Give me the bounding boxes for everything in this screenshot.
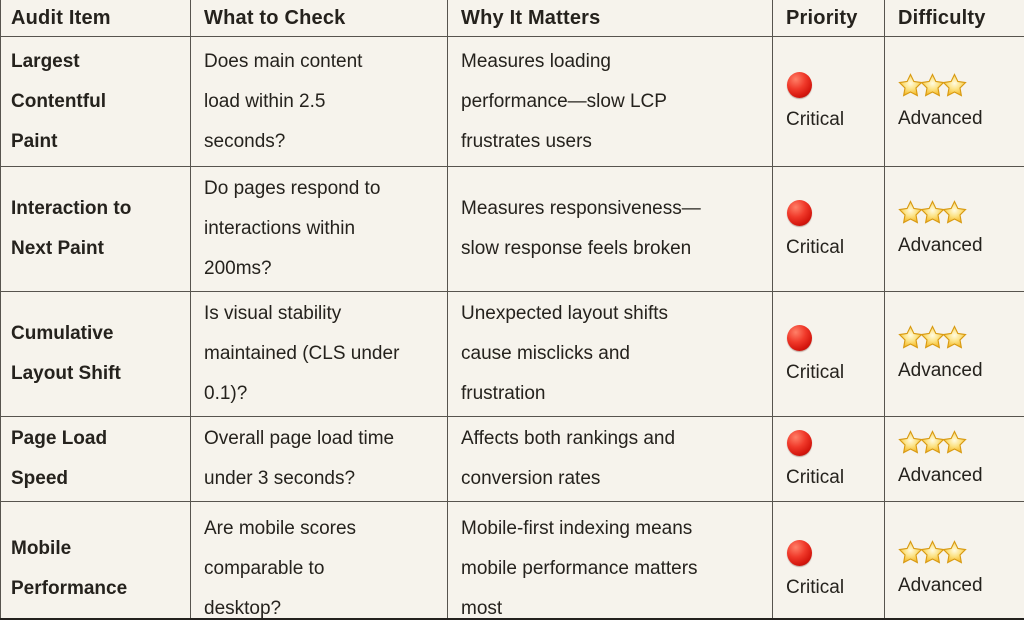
cell-what-to-check: Overall page load time under 3 seconds? bbox=[190, 416, 448, 502]
star-icon bbox=[920, 72, 945, 97]
why-it-matters-text: Affects both rankings and conversion rat… bbox=[461, 428, 676, 489]
cell-why-it-matters: Mobile-first indexing means mobile perfo… bbox=[447, 501, 773, 618]
star-icon bbox=[920, 200, 945, 224]
star-icon bbox=[898, 200, 923, 224]
cell-audit-item: Page Load Speed bbox=[0, 416, 191, 502]
cell-difficulty: Advanced bbox=[884, 291, 1024, 417]
three-stars-rating bbox=[897, 539, 967, 566]
cell-priority: Critical bbox=[772, 166, 885, 292]
star-icon bbox=[898, 540, 923, 564]
star-icon bbox=[898, 325, 923, 349]
difficulty-label: Advanced bbox=[898, 235, 983, 256]
cell-what-to-check: Do pages respond to interactions within … bbox=[190, 166, 448, 292]
difficulty-label: Advanced bbox=[898, 360, 983, 381]
priority-label: Critical bbox=[786, 236, 845, 258]
star-icon bbox=[920, 325, 945, 349]
star-icon bbox=[942, 325, 967, 349]
audit-item-label: Interaction to Next Paint bbox=[11, 198, 132, 259]
why-it-matters-text: Measures loading performance—slow LCP fr… bbox=[461, 50, 667, 152]
cell-what-to-check: Does main content load within 2.5 second… bbox=[190, 36, 448, 167]
table-row: Cumulative Layout Shift Is visual stabil… bbox=[0, 291, 1024, 417]
cell-difficulty: Advanced bbox=[884, 416, 1024, 502]
cell-audit-item: Cumulative Layout Shift bbox=[0, 291, 191, 417]
cell-priority: Critical bbox=[772, 36, 885, 167]
star-icon bbox=[942, 540, 967, 564]
difficulty-label: Advanced bbox=[898, 107, 983, 129]
priority-label: Critical bbox=[786, 361, 845, 383]
column-header-what-to-check: What to Check bbox=[190, 0, 448, 37]
cell-priority: Critical bbox=[772, 501, 885, 618]
why-it-matters-text: Measures responsiveness— slow response f… bbox=[461, 198, 701, 259]
red-circle-icon bbox=[787, 429, 812, 456]
what-to-check-text: Are mobile scores comparable to desktop? bbox=[204, 518, 357, 618]
column-header-priority: Priority bbox=[772, 0, 885, 37]
star-icon bbox=[942, 430, 967, 454]
three-stars-rating bbox=[897, 324, 967, 351]
priority-label: Critical bbox=[786, 466, 845, 488]
cell-priority: Critical bbox=[772, 291, 885, 417]
star-icon bbox=[898, 430, 923, 454]
header-row: Audit Item What to Check Why It Matters … bbox=[0, 0, 1024, 37]
difficulty-label: Advanced bbox=[898, 465, 983, 486]
table-row: Page Load Speed Overall page load time u… bbox=[0, 416, 1024, 502]
cell-audit-item: Mobile Performance bbox=[0, 501, 191, 618]
table-row: Interaction to Next Paint Do pages respo… bbox=[0, 166, 1024, 292]
audit-item-label: Page Load Speed bbox=[11, 428, 108, 489]
three-stars-rating bbox=[897, 72, 967, 99]
column-header-difficulty: Difficulty bbox=[884, 0, 1024, 37]
audit-item-label: Mobile Performance bbox=[11, 538, 128, 599]
cell-difficulty: Advanced bbox=[884, 501, 1024, 618]
why-it-matters-text: Mobile-first indexing means mobile perfo… bbox=[461, 518, 698, 618]
table-bottom-border bbox=[0, 618, 1024, 620]
cell-why-it-matters: Unexpected layout shifts cause misclicks… bbox=[447, 291, 773, 417]
star-icon bbox=[898, 72, 923, 97]
column-header-why-it-matters: Why It Matters bbox=[447, 0, 773, 37]
cell-why-it-matters: Affects both rankings and conversion rat… bbox=[447, 416, 773, 502]
red-circle-icon bbox=[787, 539, 812, 566]
star-icon bbox=[942, 72, 967, 97]
what-to-check-text: Is visual stability maintained (CLS unde… bbox=[204, 303, 400, 404]
what-to-check-text: Does main content load within 2.5 second… bbox=[204, 50, 363, 152]
star-icon bbox=[920, 540, 945, 564]
priority-label: Critical bbox=[786, 109, 845, 130]
table-row: Mobile Performance Are mobile scores com… bbox=[0, 501, 1024, 618]
audit-item-label: Cumulative Layout Shift bbox=[11, 323, 121, 384]
red-circle-icon bbox=[787, 324, 812, 351]
cell-audit-item: Interaction to Next Paint bbox=[0, 166, 191, 292]
red-circle-icon bbox=[787, 199, 812, 226]
column-header-audit-item: Audit Item bbox=[0, 0, 191, 37]
cell-difficulty: Advanced bbox=[884, 36, 1024, 167]
three-stars-rating bbox=[897, 429, 967, 456]
cell-why-it-matters: Measures loading performance—slow LCP fr… bbox=[447, 36, 773, 167]
cell-what-to-check: Is visual stability maintained (CLS unde… bbox=[190, 291, 448, 417]
cell-difficulty: Advanced bbox=[884, 166, 1024, 292]
star-icon bbox=[920, 430, 945, 454]
what-to-check-text: Overall page load time under 3 seconds? bbox=[204, 428, 395, 489]
cell-audit-item: Largest Contentful Paint bbox=[0, 36, 191, 167]
difficulty-label: Advanced bbox=[898, 575, 983, 596]
cell-priority: Critical bbox=[772, 416, 885, 502]
cell-why-it-matters: Measures responsiveness— slow response f… bbox=[447, 166, 773, 292]
three-stars-rating bbox=[897, 199, 967, 226]
what-to-check-text: Do pages respond to interactions within … bbox=[204, 178, 381, 279]
red-circle-icon bbox=[787, 72, 812, 98]
audit-item-label: Largest Contentful Paint bbox=[11, 50, 106, 152]
table-row: Largest Contentful Paint Does main conte… bbox=[0, 36, 1024, 167]
star-icon bbox=[942, 200, 967, 224]
why-it-matters-text: Unexpected layout shifts cause misclicks… bbox=[461, 303, 669, 404]
priority-label: Critical bbox=[786, 576, 845, 598]
cell-what-to-check: Are mobile scores comparable to desktop? bbox=[190, 501, 448, 618]
